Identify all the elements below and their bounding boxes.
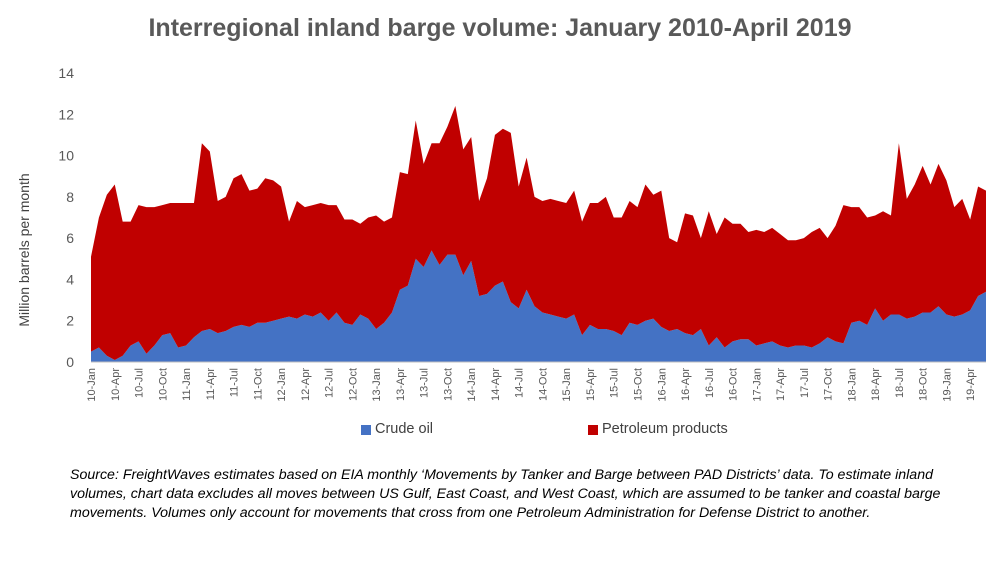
y-tick-label: 12 — [58, 106, 74, 122]
area-series-crude-oil — [91, 250, 986, 362]
legend: Crude oil Petroleum products — [0, 421, 1000, 443]
x-tick-label: 13-Jan — [371, 368, 383, 402]
x-tick-label: 16-Oct — [728, 368, 740, 401]
x-tick-label: 15-Jan — [561, 368, 573, 402]
chart-footnote: Source: FreightWaves estimates based on … — [70, 467, 941, 521]
x-tick-label: 13-Jul — [419, 368, 431, 398]
x-tick-label: 14-Oct — [537, 368, 549, 401]
x-tick-label: 14-Apr — [490, 368, 502, 401]
chart-title: Interregional inland barge volume: Janua… — [148, 14, 852, 42]
x-tick-label: 11-Jan — [181, 368, 193, 401]
legend-label-crude-oil: Crude oil — [375, 421, 434, 437]
x-tick-label: 15-Apr — [585, 368, 597, 401]
x-tick-label: 14-Jan — [466, 368, 478, 402]
y-tick-label: 14 — [58, 65, 74, 81]
x-tick-label: 17-Jan — [751, 368, 763, 402]
x-tick-label: 17-Apr — [775, 368, 787, 401]
x-tick-label: 10-Jan — [86, 368, 98, 402]
x-tick-label: 17-Jul — [799, 368, 811, 398]
y-tick-label: 6 — [66, 230, 74, 246]
x-tick-label: 17-Oct — [823, 368, 835, 401]
legend-swatch-petroleum-products — [588, 425, 598, 435]
x-tick-label: 10-Apr — [110, 368, 122, 401]
legend-label-petroleum-products: Petroleum products — [602, 421, 728, 437]
x-tick-label: 18-Apr — [870, 368, 882, 401]
x-tick-label: 11-Jul — [229, 368, 241, 397]
x-tick-label: 19-Apr — [965, 368, 977, 401]
y-tick-label: 8 — [66, 189, 74, 205]
x-tick-label: 18-Jul — [894, 368, 906, 398]
x-tick-label: 19-Jan — [941, 368, 953, 402]
x-tick-label: 18-Jan — [846, 368, 858, 402]
x-tick-label: 12-Apr — [300, 368, 312, 401]
x-tick-label: 16-Jul — [704, 368, 716, 398]
y-tick-label: 0 — [66, 354, 74, 370]
x-tick-label: 10-Oct — [157, 368, 169, 401]
x-tick-label: 16-Apr — [680, 368, 692, 401]
x-tick-label: 14-Jul — [514, 368, 526, 398]
chart-areas — [91, 106, 986, 362]
x-tick-label: 13-Oct — [442, 368, 454, 401]
x-tick-label: 18-Oct — [918, 368, 930, 401]
area-series-petroleum-products — [91, 106, 986, 360]
x-tick-label: 16-Jan — [656, 368, 668, 402]
x-tick-label: 11-Oct — [252, 368, 264, 400]
y-axis: 0 2 4 6 8 10 12 14 — [58, 65, 74, 370]
x-tick-label: 12-Jul — [324, 368, 336, 398]
x-tick-label: 15-Oct — [633, 368, 645, 401]
x-axis: 10-Jan 10-Apr 10-Jul 10-Oct 11-Jan 11-Apr 11-J… — [86, 361, 986, 402]
y-axis-title: Million barrels per month — [16, 173, 32, 327]
x-tick-label: 13-Apr — [395, 368, 407, 401]
y-tick-label: 2 — [66, 313, 74, 329]
y-tick-label: 4 — [66, 271, 74, 287]
x-tick-label: 11-Apr — [205, 368, 217, 401]
legend-swatch-crude-oil — [361, 425, 371, 435]
x-tick-label: 12-Jan — [276, 368, 288, 402]
x-tick-label: 15-Jul — [609, 368, 621, 398]
x-tick-label: 12-Oct — [347, 368, 359, 401]
y-tick-label: 10 — [58, 148, 74, 164]
x-tick-label: 10-Jul — [134, 368, 146, 398]
